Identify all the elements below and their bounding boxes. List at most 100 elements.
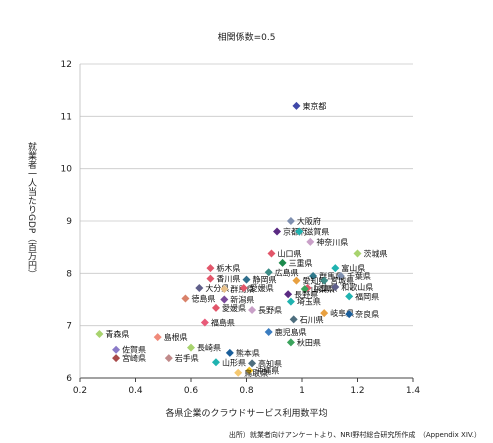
point-label: 大阪府 — [297, 216, 321, 226]
source-note: 出所）就業者向けアンケートより、NRI野村総合研究所作成 （Appendix X… — [228, 431, 481, 439]
x-tick-label: 0.2 — [73, 386, 87, 396]
y-tick-label: 12 — [61, 60, 72, 70]
point-label: 鹿児島県 — [275, 327, 307, 337]
point-label: 富山県 — [341, 263, 365, 273]
point-label: 徳島県 — [191, 293, 215, 303]
data-point — [320, 309, 329, 318]
point-label: 長野県 — [294, 290, 318, 299]
data-point — [242, 275, 251, 284]
point-label: 三重県 — [289, 258, 313, 268]
point-label: 沖縄県 — [255, 366, 279, 376]
point-label: 愛知県 — [302, 276, 326, 286]
point-label: 静岡県 — [253, 275, 277, 285]
data-point — [278, 258, 287, 267]
x-tick-label: 0.6 — [184, 386, 199, 396]
point-label: 石川県 — [300, 315, 324, 324]
x-tick-label: 1.2 — [350, 386, 364, 396]
point-label: 秋田県 — [297, 337, 321, 347]
data-point — [300, 285, 309, 294]
chart-subtitle: 相関係数=0.5 — [217, 33, 276, 43]
y-tick-label: 11 — [61, 112, 72, 122]
x-axis-label: 各県企業のクラウドサービス利用数平均 — [165, 409, 328, 419]
point-label: 鳥取県 — [244, 368, 268, 378]
data-point — [264, 268, 273, 277]
data-point — [292, 276, 301, 285]
data-point — [225, 348, 234, 357]
data-point — [95, 330, 104, 339]
data-point — [289, 315, 298, 324]
data-point — [336, 271, 345, 280]
data-point — [286, 297, 295, 306]
point-label: 島根県 — [164, 332, 188, 342]
data-point — [292, 101, 301, 110]
data-point — [248, 359, 257, 368]
y-tick-label: 6 — [66, 374, 72, 384]
point-label: 奈良県 — [355, 309, 379, 319]
point-label: 大分県 — [205, 283, 229, 293]
point-label: 長野県 — [258, 306, 282, 315]
point-label: 東京都 — [302, 101, 326, 111]
data-point — [273, 227, 282, 236]
data-point — [320, 276, 329, 285]
point-label: 広島県 — [275, 267, 299, 277]
data-point — [234, 368, 243, 377]
data-point — [153, 333, 162, 342]
point-label: 新潟県 — [230, 295, 254, 305]
data-point — [220, 285, 229, 294]
point-label: 岩手県 — [175, 353, 199, 363]
point-label: 佐賀県 — [122, 345, 146, 355]
data-point — [295, 227, 304, 236]
point-label: 栃木県 — [216, 263, 240, 273]
data-point — [206, 274, 215, 283]
point-label: 山梨県 — [311, 284, 335, 294]
point-label: 宮崎県 — [122, 353, 146, 363]
point-label: 山形県 — [222, 357, 246, 367]
data-point — [345, 310, 354, 319]
data-point — [239, 283, 248, 292]
point-label: 香川県 — [216, 274, 240, 284]
x-tick-label: 0.8 — [239, 386, 254, 396]
point-label: 京都府 — [283, 226, 307, 236]
data-point — [187, 343, 195, 352]
data-point — [164, 354, 173, 363]
data-point — [345, 292, 354, 301]
point-label: 埼玉県 — [297, 297, 321, 307]
point-label: 愛媛県 — [222, 303, 246, 313]
data-point — [206, 264, 215, 273]
data-point — [331, 282, 340, 291]
data-point — [331, 264, 340, 273]
data-point — [245, 366, 254, 375]
data-point — [267, 249, 276, 258]
point-label: 高知県 — [258, 358, 282, 368]
y-tick-label: 9 — [66, 217, 72, 227]
data-point — [264, 327, 273, 336]
data-point — [286, 338, 295, 347]
point-label: 和歌山県 — [341, 282, 373, 292]
data-point — [211, 358, 220, 367]
y-tick-label: 8 — [66, 269, 72, 279]
data-point — [112, 345, 121, 354]
y-tick-label: 10 — [61, 165, 73, 175]
x-tick-label: 0.4 — [128, 386, 143, 396]
data-point — [309, 271, 318, 280]
data-point — [353, 249, 362, 258]
data-point — [211, 303, 220, 312]
point-label: 福岡県 — [355, 292, 379, 301]
data-point — [195, 283, 204, 292]
data-point — [181, 294, 190, 303]
point-label: 青森県 — [105, 329, 129, 339]
y-tick-label: 7 — [66, 322, 72, 332]
data-point — [286, 217, 295, 225]
point-label: 岐阜県 — [330, 308, 354, 318]
x-tick-label: 1 — [299, 386, 305, 396]
data-point — [220, 295, 229, 304]
point-label: 兵庫県 — [314, 283, 338, 293]
y-axis-label: 就業者一人当たりGDP（百万円） — [26, 142, 36, 279]
point-label: 熊本県 — [236, 348, 260, 358]
point-label: 神奈川県 — [316, 237, 348, 247]
point-label: 宮城県 — [330, 276, 354, 286]
data-point — [112, 354, 121, 363]
point-label: 愛媛県 — [250, 283, 274, 293]
